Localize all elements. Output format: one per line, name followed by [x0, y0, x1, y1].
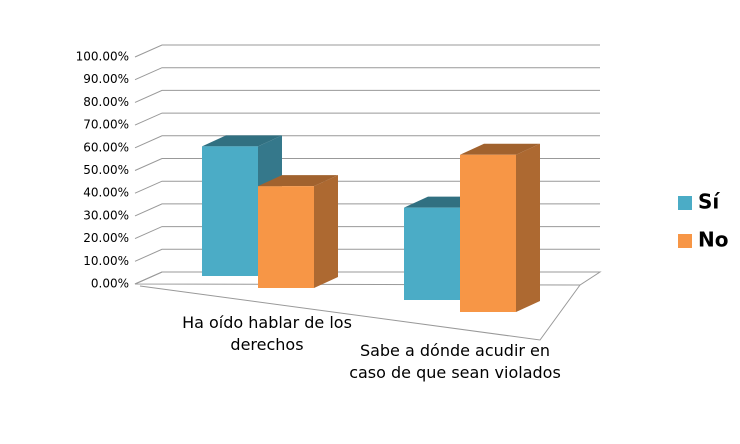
bar-front — [258, 186, 314, 288]
y-tick-label: 90.00% — [83, 72, 129, 86]
y-tick-label: 100.00% — [76, 50, 129, 64]
bar-front — [404, 207, 460, 300]
legend-label: Sí — [698, 190, 720, 214]
bar-top — [460, 143, 540, 155]
y-tick-label: 50.00% — [83, 163, 129, 177]
grid-line — [134, 44, 600, 58]
y-tick-label: 70.00% — [83, 118, 129, 132]
floor-front — [139, 284, 581, 341]
bar-side — [314, 175, 338, 288]
grid-line — [134, 158, 600, 171]
bar-side — [516, 143, 540, 312]
bar — [460, 143, 540, 312]
grid-line — [134, 89, 600, 103]
y-tick-label: 40.00% — [83, 186, 129, 200]
legend-label: No — [698, 228, 728, 252]
y-tick-label: 30.00% — [83, 208, 129, 222]
bar — [258, 175, 338, 288]
y-tick-label: 60.00% — [83, 140, 129, 154]
y-tick-label: 20.00% — [83, 231, 129, 245]
y-tick-label: 80.00% — [83, 95, 129, 109]
legend-swatch — [678, 234, 692, 248]
y-tick-label: 0.00% — [91, 277, 129, 291]
grid-line — [134, 112, 600, 126]
grid-line — [134, 135, 600, 149]
x-tick-label: Ha oído hablar de los derechos — [182, 313, 352, 354]
bar-top — [202, 135, 282, 147]
grid-line — [134, 180, 600, 194]
legend-swatch — [678, 196, 692, 210]
grid-line — [134, 67, 600, 81]
bar-top — [258, 175, 338, 187]
bar-front — [460, 154, 516, 312]
x-tick-label: Sabe a dónde acudir en caso de que sean … — [349, 341, 561, 382]
bar-front — [202, 146, 258, 276]
y-tick-label: 10.00% — [83, 254, 129, 268]
